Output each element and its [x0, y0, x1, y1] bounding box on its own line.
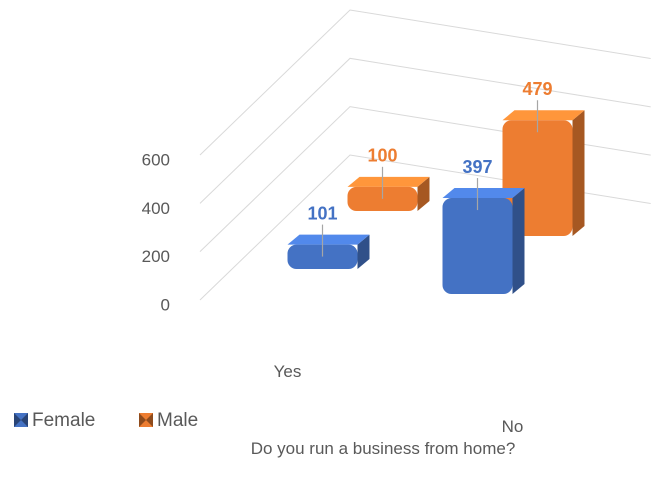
grid-line [199, 9, 651, 156]
bar-front [347, 186, 418, 211]
legend-label: Female [32, 410, 95, 431]
bar-side [512, 188, 525, 294]
bar-top [442, 188, 525, 199]
x-tick-label: No [502, 417, 524, 436]
legend-shade [139, 413, 153, 427]
legend-swatch [14, 413, 28, 427]
legend-swatch [139, 413, 153, 427]
grid-line [199, 57, 651, 204]
data-label: 100 [367, 146, 397, 166]
bar [442, 188, 525, 294]
bar [287, 234, 370, 269]
bar-side [357, 234, 370, 269]
x-tick-label: Yes [274, 362, 302, 381]
bar-front [442, 198, 513, 294]
bar-side [417, 176, 430, 211]
y-tick-label: 600 [142, 150, 170, 169]
legend-shade [14, 413, 28, 427]
data-label: 101 [307, 203, 337, 223]
bar-top [347, 176, 430, 187]
bar-side [572, 110, 585, 236]
data-label: 479 [522, 79, 552, 99]
y-tick-label: 200 [142, 247, 170, 266]
legend-label: Male [157, 410, 198, 431]
bar-top [502, 110, 585, 121]
x-axis-title: Do you run a business from home? [250, 439, 516, 458]
bar-front [287, 244, 358, 269]
y-tick-label: 0 [161, 295, 170, 314]
bar-top [287, 234, 370, 245]
data-label: 397 [462, 157, 492, 177]
y-tick-label: 400 [142, 199, 170, 218]
bar [347, 176, 430, 211]
